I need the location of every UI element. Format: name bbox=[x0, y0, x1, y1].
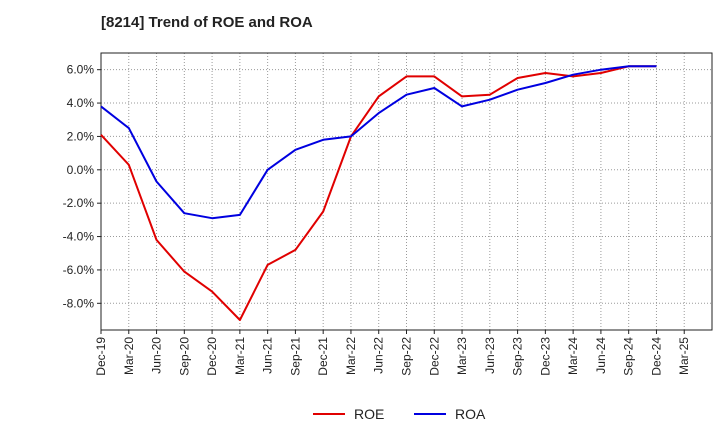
x-tick-label: Sep-23 bbox=[511, 337, 525, 376]
legend-label-roe: ROE bbox=[354, 406, 384, 422]
x-tick-label: Dec-23 bbox=[538, 337, 552, 376]
x-tick-label: Sep-21 bbox=[288, 337, 302, 376]
series-line-roe bbox=[100, 65, 657, 321]
x-tick-label: Dec-19 bbox=[94, 337, 108, 376]
x-tick-label: Jun-21 bbox=[261, 337, 275, 374]
y-tick-label: -8.0% bbox=[63, 296, 95, 310]
x-tick-label: Jun-24 bbox=[594, 337, 608, 374]
y-tick-label: -2.0% bbox=[63, 196, 95, 210]
x-tick-label: Mar-25 bbox=[677, 337, 691, 375]
y-tick-label: 4.0% bbox=[67, 96, 95, 110]
series-layer bbox=[100, 65, 657, 321]
x-tick-label: Sep-24 bbox=[622, 337, 636, 376]
y-tick-label: 2.0% bbox=[67, 129, 95, 143]
y-tick-label: -4.0% bbox=[63, 230, 95, 244]
x-tick-label: Jun-22 bbox=[372, 337, 386, 374]
y-tick-label: 0.0% bbox=[67, 163, 95, 177]
x-tick-label: Mar-24 bbox=[566, 337, 580, 375]
y-tick-label: -6.0% bbox=[63, 263, 95, 277]
legend: ROE ROA bbox=[313, 406, 486, 422]
legend-label-roa: ROA bbox=[455, 406, 486, 422]
x-tick-label: Jun-23 bbox=[483, 337, 497, 374]
chart-title: [8214] Trend of ROE and ROA bbox=[101, 14, 313, 31]
x-tick-label: Sep-20 bbox=[177, 337, 191, 376]
x-tick-label: Mar-22 bbox=[344, 337, 358, 375]
x-tick-label: Mar-21 bbox=[233, 337, 247, 375]
x-tick-label: Dec-21 bbox=[316, 337, 330, 376]
x-tick-label: Dec-22 bbox=[427, 337, 441, 376]
x-tick-label: Sep-22 bbox=[400, 337, 414, 376]
y-axis: 6.0% 4.0% 2.0% 0.0% -2.0% -4.0% -6.0% -8.0% bbox=[63, 63, 101, 310]
y-tick-label: 6.0% bbox=[67, 63, 95, 77]
x-tick-label: Dec-24 bbox=[649, 337, 663, 376]
x-tick-label: Mar-23 bbox=[455, 337, 469, 375]
x-tick-label: Jun-20 bbox=[150, 337, 164, 374]
series-line-roa bbox=[100, 65, 657, 220]
x-tick-label: Mar-20 bbox=[122, 337, 136, 375]
x-tick-label: Dec-20 bbox=[205, 337, 219, 376]
x-axis: Dec-19 Mar-20 Jun-20 Sep-20 Dec-20 Mar-21 Jun-… bbox=[94, 330, 691, 376]
